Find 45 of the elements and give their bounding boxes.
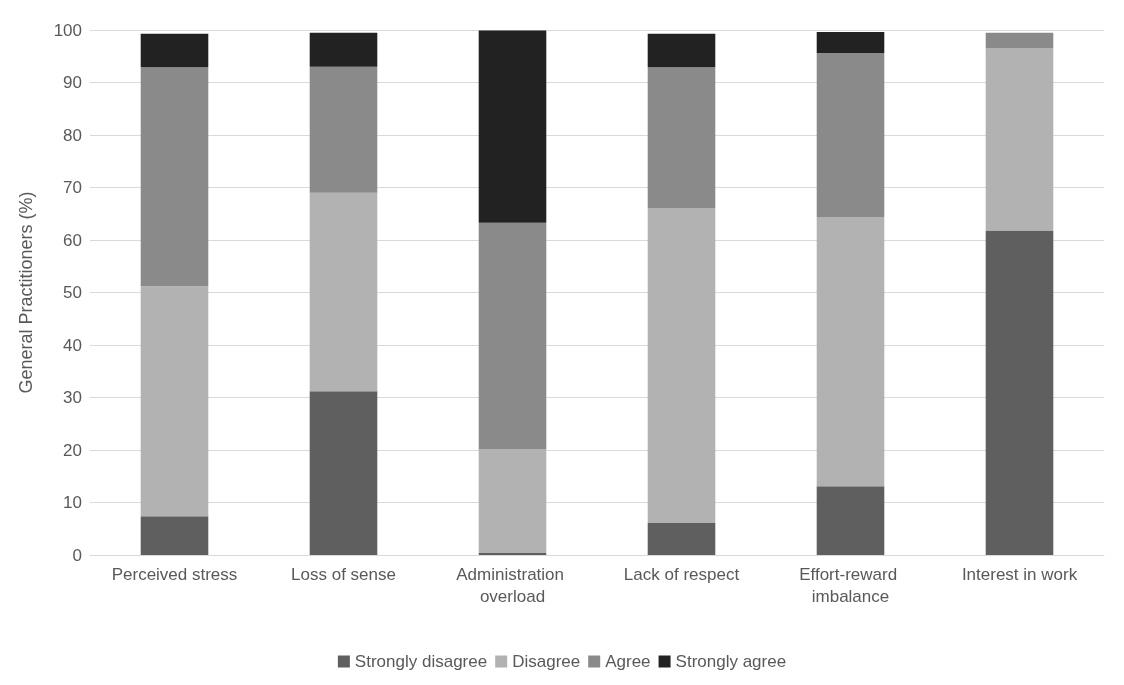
legend-label: Agree bbox=[605, 652, 651, 671]
x-tick-label: Lack of respect bbox=[623, 564, 740, 584]
bar bbox=[478, 552, 547, 555]
bar bbox=[647, 522, 716, 555]
x-tick-label: Loss of sense bbox=[291, 564, 396, 584]
bar bbox=[816, 486, 885, 555]
bar bbox=[478, 449, 547, 553]
bar bbox=[478, 222, 547, 450]
y-tick-label: 20 bbox=[63, 440, 82, 460]
bar bbox=[647, 67, 716, 208]
bar bbox=[140, 33, 209, 68]
y-tick-label: 50 bbox=[63, 283, 82, 302]
x-tick-label: Interest in work bbox=[961, 564, 1078, 584]
y-tick-label: 90 bbox=[63, 73, 82, 92]
bar bbox=[816, 32, 885, 54]
legend-label: Disagree bbox=[512, 652, 581, 671]
bar bbox=[140, 286, 209, 517]
y-tick-label: 40 bbox=[63, 335, 82, 355]
y-tick-label: 30 bbox=[63, 388, 82, 407]
legend-label: Strongly disagree bbox=[354, 652, 488, 671]
bar bbox=[816, 53, 885, 217]
y-axis-title: General Practitioners (%) bbox=[16, 191, 36, 394]
bar bbox=[309, 391, 378, 555]
bar bbox=[140, 516, 209, 555]
legend-label: Strongly agree bbox=[675, 652, 787, 671]
bar bbox=[816, 216, 885, 487]
x-tick-label: Administration overload bbox=[456, 564, 569, 606]
bar bbox=[309, 192, 378, 392]
y-tick-label: 70 bbox=[63, 178, 82, 197]
y-tick-label: 100 bbox=[53, 20, 82, 40]
y-tick-label: 60 bbox=[63, 230, 82, 250]
x-tick-label: Perceived stress bbox=[111, 564, 238, 584]
x-tick-label: Effort-reward imbalance bbox=[799, 564, 902, 606]
y-tick-label: 10 bbox=[63, 493, 82, 512]
bar bbox=[647, 207, 716, 523]
bar bbox=[647, 33, 716, 68]
bar bbox=[478, 30, 547, 223]
y-tick-label: 80 bbox=[63, 125, 82, 145]
bar bbox=[985, 32, 1054, 49]
y-tick-label: 0 bbox=[72, 545, 82, 565]
bar bbox=[985, 230, 1054, 555]
bar bbox=[309, 32, 378, 67]
bar bbox=[309, 66, 378, 193]
bar bbox=[985, 48, 1054, 231]
bar bbox=[140, 67, 209, 287]
